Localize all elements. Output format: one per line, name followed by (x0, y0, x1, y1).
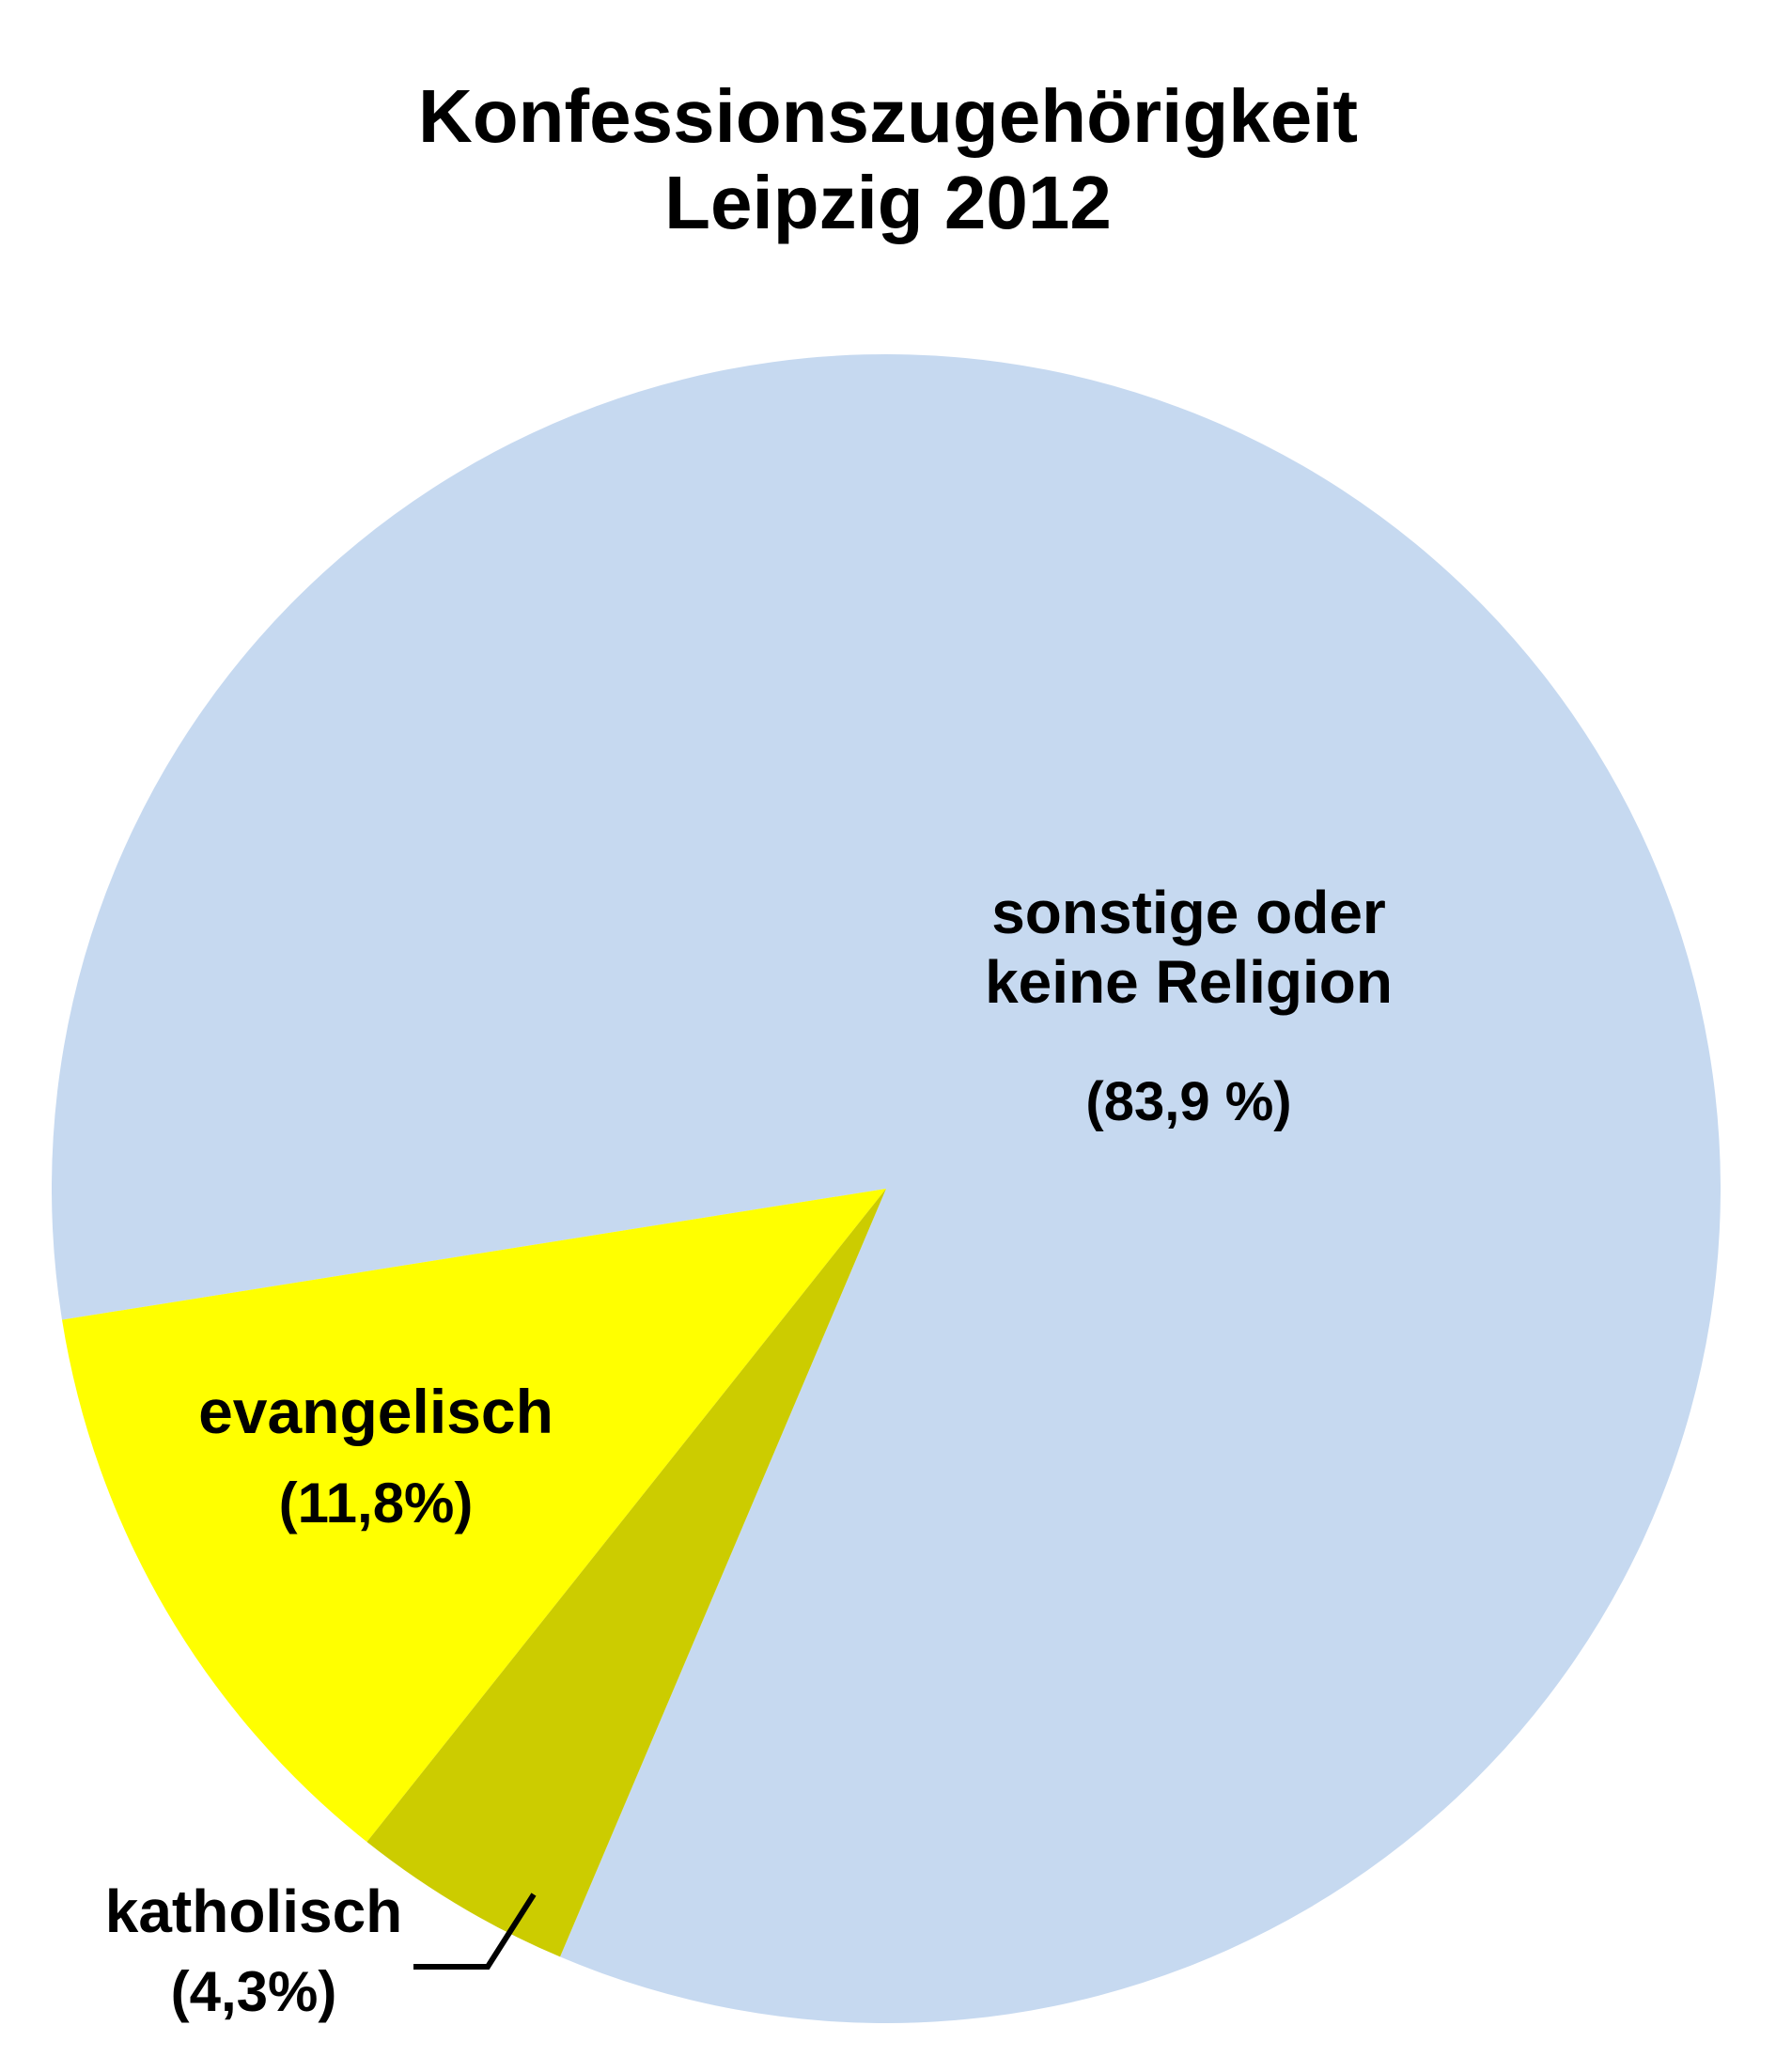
value-label: (11,8%) (278, 1472, 474, 1535)
leader-line (413, 1893, 537, 1970)
value-label: (83,9 %) (1085, 1071, 1292, 1132)
slice-label: evangelisch (198, 1377, 553, 1446)
slice-label: katholisch (104, 1877, 403, 1945)
value-label: (4,3%) (170, 1960, 337, 2023)
chart-title: Konfessionszugehörigkeit Leipzig 2012 (417, 74, 1359, 244)
pie-slice (51, 353, 1721, 2023)
slice-label: sonstige oder keine Religion (985, 879, 1393, 1016)
pie-slice (62, 1189, 886, 1843)
pie-slice (366, 1189, 887, 1957)
